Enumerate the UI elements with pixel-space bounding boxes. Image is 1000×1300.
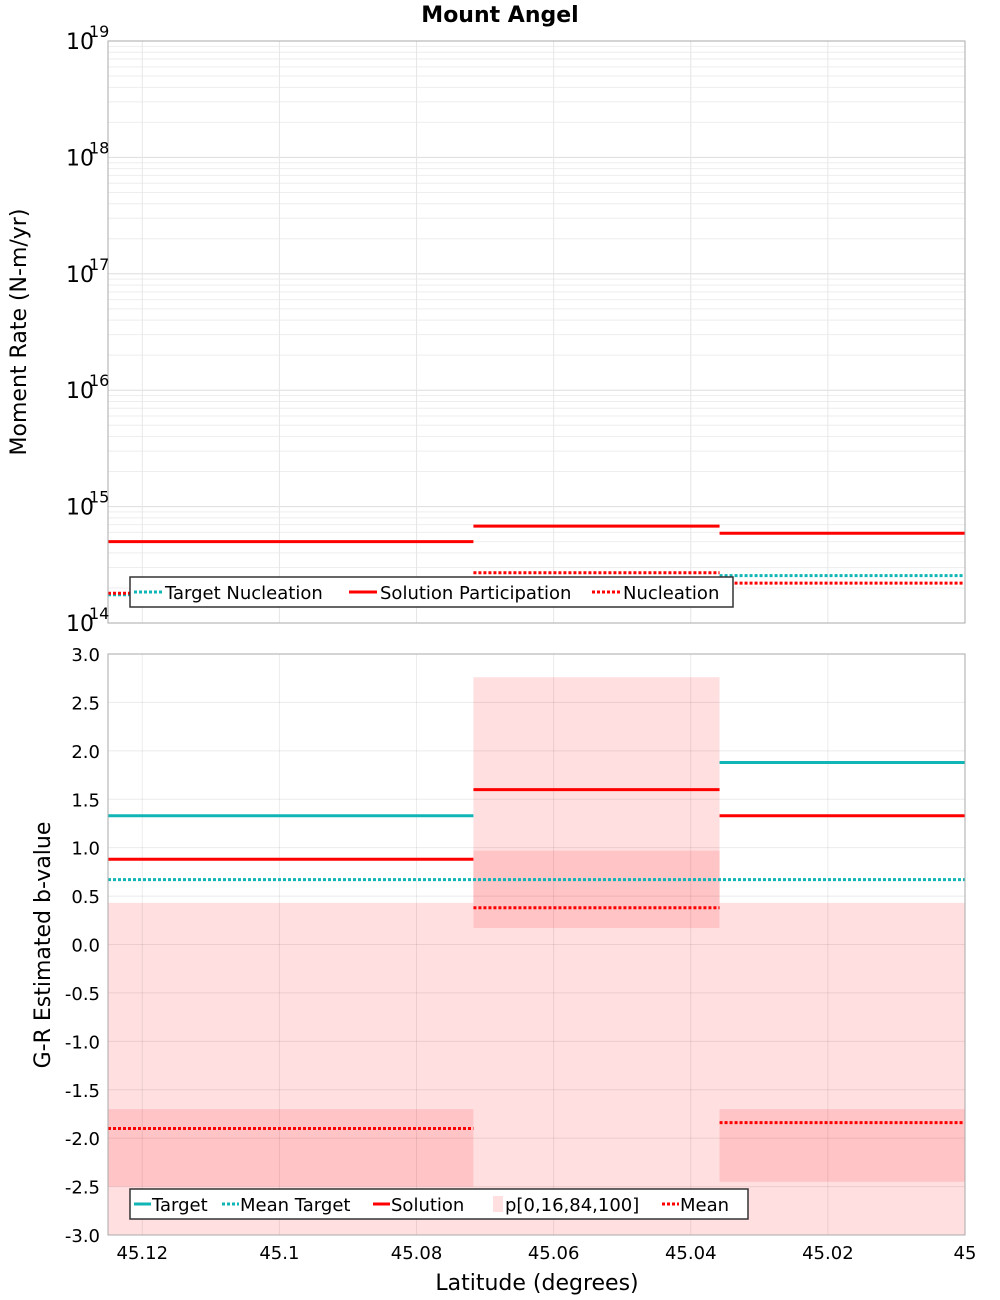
bottom-legend-label: Mean	[680, 1195, 729, 1216]
x-tick-label: 45.04	[665, 1243, 717, 1264]
bottom-y-tick-label: -2.0	[65, 1129, 100, 1150]
top-y-tick-exponent: 17	[89, 255, 109, 274]
top-y-tick-exponent: 14	[89, 604, 109, 623]
bottom-y-tick-label: -1.5	[65, 1081, 100, 1102]
top-y-tick-label: 10	[66, 612, 94, 637]
top-plot-frame	[107, 40, 966, 624]
bottom-legend-label: p[0,16,84,100]	[505, 1195, 639, 1216]
bottom-bands	[108, 677, 965, 1235]
bottom-legend-label: Solution	[391, 1195, 464, 1216]
x-tick-label: 45.1	[259, 1243, 299, 1264]
bottom-y-tick-label: 2.5	[71, 693, 100, 714]
top-y-tick-label: 10	[66, 263, 94, 288]
bottom-y-tick-label: -2.5	[65, 1178, 100, 1199]
band-p0-p100	[473, 677, 720, 1235]
bottom-y-tick-label: 0.5	[71, 887, 100, 908]
bottom-legend: Target Mean Target Solution p[0,16,84,100] M…	[129, 1188, 749, 1220]
bottom-y-ticks: 3.0 2.5 2.0 1.5 1.0 0.5 0.0 -0.5 -1.0 -1.5 -2.0 -2.…	[65, 645, 100, 1247]
x-tick-label: 45.12	[117, 1243, 169, 1264]
bottom-y-tick-label: -0.5	[65, 984, 100, 1005]
band-p16-p84	[108, 1109, 474, 1187]
chart-title: Mount Angel	[421, 3, 578, 28]
band-p0-p100	[719, 902, 965, 1235]
bottom-y-tick-label: 1.5	[71, 790, 100, 811]
bottom-legend-swatch	[493, 1196, 503, 1212]
bottom-y-tick-label: 0.0	[71, 936, 100, 957]
top-y-axis-label: Moment Rate (N-m/yr)	[7, 209, 32, 456]
bottom-x-ticks: 45.12 45.1 45.08 45.06 45.04 45.02 45	[117, 1243, 977, 1264]
x-axis-label: Latitude (degrees)	[435, 1271, 638, 1296]
bottom-plot-frame	[107, 653, 966, 1236]
x-tick-label: 45.02	[802, 1243, 854, 1264]
top-y-tick-exponent: 15	[89, 488, 109, 507]
bottom-series	[108, 760, 965, 1130]
bottom-y-tick-label: 1.0	[71, 839, 100, 860]
bottom-y-tick-label: -3.0	[65, 1226, 100, 1247]
x-tick-label: 45.06	[528, 1243, 580, 1264]
top-grid	[108, 41, 966, 624]
band-p16-p84	[473, 850, 720, 929]
top-y-tick-label: 10	[66, 379, 94, 404]
top-legend-box	[129, 576, 734, 608]
top-legend-label: Solution Participation	[380, 583, 571, 604]
top-y-tick-exponent: 16	[89, 371, 109, 390]
top-legend-label: Target Nucleation	[164, 583, 323, 604]
bottom-panel: 3.0 2.5 2.0 1.5 1.0 0.5 0.0 -0.5 -1.0 -1.5 -2.0 -2.…	[31, 645, 976, 1296]
bottom-y-axis-label: G-R Estimated b-value	[31, 822, 56, 1069]
bottom-y-tick-label: -1.0	[65, 1032, 100, 1053]
top-y-tick-label: 10	[66, 146, 94, 171]
top-legend-label: Nucleation	[623, 583, 719, 604]
bottom-y-tick-label: 2.0	[71, 742, 100, 763]
top-y-tick-exponent: 18	[89, 138, 109, 157]
bottom-legend-label: Target	[151, 1195, 208, 1216]
bottom-legend-label: Mean Target	[240, 1195, 350, 1216]
x-tick-label: 45	[954, 1243, 977, 1264]
top-y-tick-exponent: 19	[89, 22, 109, 41]
top-y-tick-label: 10	[66, 496, 94, 521]
top-y-tick-label: 10	[66, 30, 94, 55]
band-p16-p84	[719, 1109, 965, 1182]
bottom-y-tick-label: 3.0	[71, 645, 100, 666]
top-legend: Target Nucleation Solution Participation N…	[129, 576, 734, 608]
x-tick-label: 45.08	[391, 1243, 443, 1264]
